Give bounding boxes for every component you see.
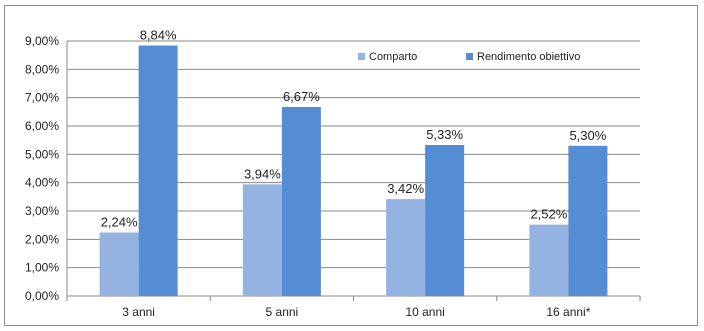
data-label: 8,84%	[140, 28, 177, 43]
bar-rendimento-obiettivo	[568, 145, 608, 296]
bar-rendimento-obiettivo	[281, 107, 321, 297]
bar-comparto	[242, 184, 282, 296]
data-label: 3,94%	[244, 166, 281, 181]
x-tick-label: 10 anni	[405, 305, 444, 319]
legend-swatch	[358, 53, 365, 60]
x-tick-label: 16 anni*	[546, 305, 590, 319]
y-tick-label: 8,00%	[25, 62, 59, 76]
data-label: 3,42%	[387, 181, 424, 196]
data-label: 2,24%	[101, 215, 138, 230]
y-tick-label: 2,00%	[25, 232, 59, 246]
bar-rendimento-obiettivo	[425, 144, 465, 296]
x-tick-label: 5 anni	[266, 305, 299, 319]
y-tick-label: 3,00%	[25, 204, 59, 218]
data-label: 6,67%	[283, 89, 320, 104]
legend-swatch	[466, 53, 473, 60]
legend-label: Rendimento obiettivo	[477, 51, 580, 63]
x-tick-label: 3 anni	[122, 305, 155, 319]
y-tick-label: 4,00%	[25, 176, 59, 190]
y-tick-label: 6,00%	[25, 119, 59, 133]
y-tick-label: 1,00%	[25, 261, 59, 275]
bar-comparto	[529, 224, 569, 296]
y-tick-label: 9,00%	[25, 34, 59, 48]
data-label: 5,33%	[426, 127, 463, 142]
y-tick-label: 5,00%	[25, 147, 59, 161]
data-label: 2,52%	[530, 207, 567, 222]
bar-rendimento-obiettivo	[138, 45, 178, 297]
y-tick-label: 0,00%	[25, 289, 59, 303]
bar-comparto	[386, 199, 426, 296]
legend-label: Comparto	[369, 51, 417, 63]
data-label: 5,30%	[569, 128, 606, 143]
y-tick-label: 7,00%	[25, 91, 59, 105]
bar-comparto	[99, 232, 139, 296]
